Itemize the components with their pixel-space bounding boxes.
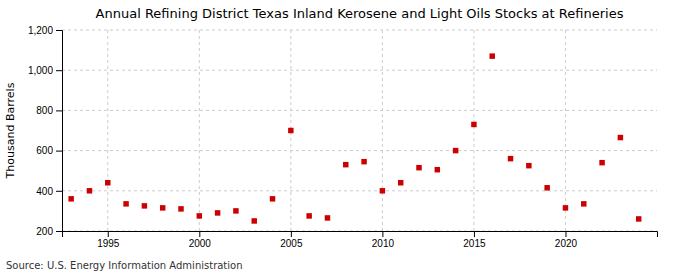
grid-line-x xyxy=(199,30,200,231)
point xyxy=(508,156,513,161)
point xyxy=(599,160,604,165)
y-axis-line xyxy=(56,31,63,232)
y-tick-mark xyxy=(56,191,62,192)
point xyxy=(178,206,183,211)
x-tick-label: 2005 xyxy=(280,238,303,249)
point xyxy=(288,128,293,133)
point xyxy=(416,165,421,170)
point xyxy=(544,185,549,190)
y-tick-mark xyxy=(56,30,62,31)
x-tick: 2010 xyxy=(372,231,395,249)
grid-line-x xyxy=(382,30,383,231)
x-tick: 2000 xyxy=(189,231,212,249)
point xyxy=(398,180,403,185)
y-tick: 1,000 xyxy=(28,65,62,76)
annotation: Source: U.S. Energy Information Administ… xyxy=(6,260,243,271)
y-tick: 200 xyxy=(36,226,62,237)
point xyxy=(435,167,440,172)
y-tick-label: 800 xyxy=(36,105,53,116)
x-axis: 1995 2000 2005 2010 2015 2020 xyxy=(63,231,658,249)
y-tick: 600 xyxy=(36,145,62,156)
point xyxy=(453,148,458,153)
y-tick-label: 1,000 xyxy=(28,65,53,76)
y-tick-mark xyxy=(56,70,62,71)
grid-line-y xyxy=(62,30,657,31)
point xyxy=(233,208,238,213)
grid-line-x xyxy=(107,30,108,231)
x-tick-label: 2000 xyxy=(189,238,212,249)
y-tick-label: 200 xyxy=(36,226,53,237)
x-tick-label: 2015 xyxy=(463,238,486,249)
y-tick-label: 1,200 xyxy=(28,25,53,36)
x-tick-label: 2010 xyxy=(372,238,395,249)
x-tick: 2015 xyxy=(463,231,486,249)
point xyxy=(380,188,385,193)
x-tick-mark xyxy=(291,231,292,237)
x-tick: 2005 xyxy=(280,231,303,249)
plot: 1995 2000 2005 2010 2015 2020 200 400 600 800 1,00… xyxy=(28,25,658,249)
y-tick-mark xyxy=(56,151,62,152)
y-tick: 800 xyxy=(36,105,62,116)
y-tick-mark xyxy=(56,231,62,232)
grid-line-x xyxy=(565,30,566,231)
x-tick-mark xyxy=(474,231,475,237)
point xyxy=(197,213,202,218)
grid-line-y xyxy=(62,150,657,151)
point xyxy=(471,122,476,127)
title: Annual Refining District Texas Inland Ke… xyxy=(96,6,624,21)
x-tick-mark xyxy=(199,231,200,237)
grid-line-y xyxy=(62,190,657,191)
point xyxy=(361,159,366,164)
point xyxy=(618,135,623,140)
point xyxy=(325,215,330,220)
y-axis: 200 400 600 800 1,000 1,200 xyxy=(28,25,63,237)
x-tick: 1995 xyxy=(97,231,120,249)
point xyxy=(563,205,568,210)
point xyxy=(105,180,110,185)
point xyxy=(526,163,531,168)
point xyxy=(343,162,348,167)
y-tick-label: 600 xyxy=(36,145,53,156)
point xyxy=(489,53,494,58)
chart: 1995 2000 2005 2010 2015 2020 200 400 600 800 1,00… xyxy=(0,0,675,275)
point xyxy=(581,201,586,206)
point xyxy=(636,216,641,221)
grid-line-y xyxy=(62,110,657,111)
grid xyxy=(62,30,657,231)
point xyxy=(87,188,92,193)
x-tick: 2020 xyxy=(555,231,578,249)
x-tick-mark xyxy=(108,231,109,237)
point xyxy=(215,210,220,215)
x-axis-line xyxy=(63,232,658,238)
grid-line-x xyxy=(473,30,474,231)
y-tick: 1,200 xyxy=(28,25,62,36)
point xyxy=(251,218,256,223)
y-axis-title: Thousand Barrels xyxy=(4,82,17,179)
x-tick-mark xyxy=(382,231,383,237)
point xyxy=(142,203,147,208)
point xyxy=(68,196,73,201)
y-tick-label: 400 xyxy=(36,186,53,197)
x-tick-label: 1995 xyxy=(97,238,120,249)
y-tick: 400 xyxy=(36,186,62,197)
y-tick-mark xyxy=(56,110,62,111)
x-tick-mark xyxy=(565,231,566,237)
point xyxy=(123,201,128,206)
grid-line-y xyxy=(62,70,657,71)
point xyxy=(270,196,275,201)
x-tick-label: 2020 xyxy=(555,238,578,249)
point xyxy=(160,205,165,210)
points xyxy=(68,53,641,223)
point xyxy=(306,213,311,218)
